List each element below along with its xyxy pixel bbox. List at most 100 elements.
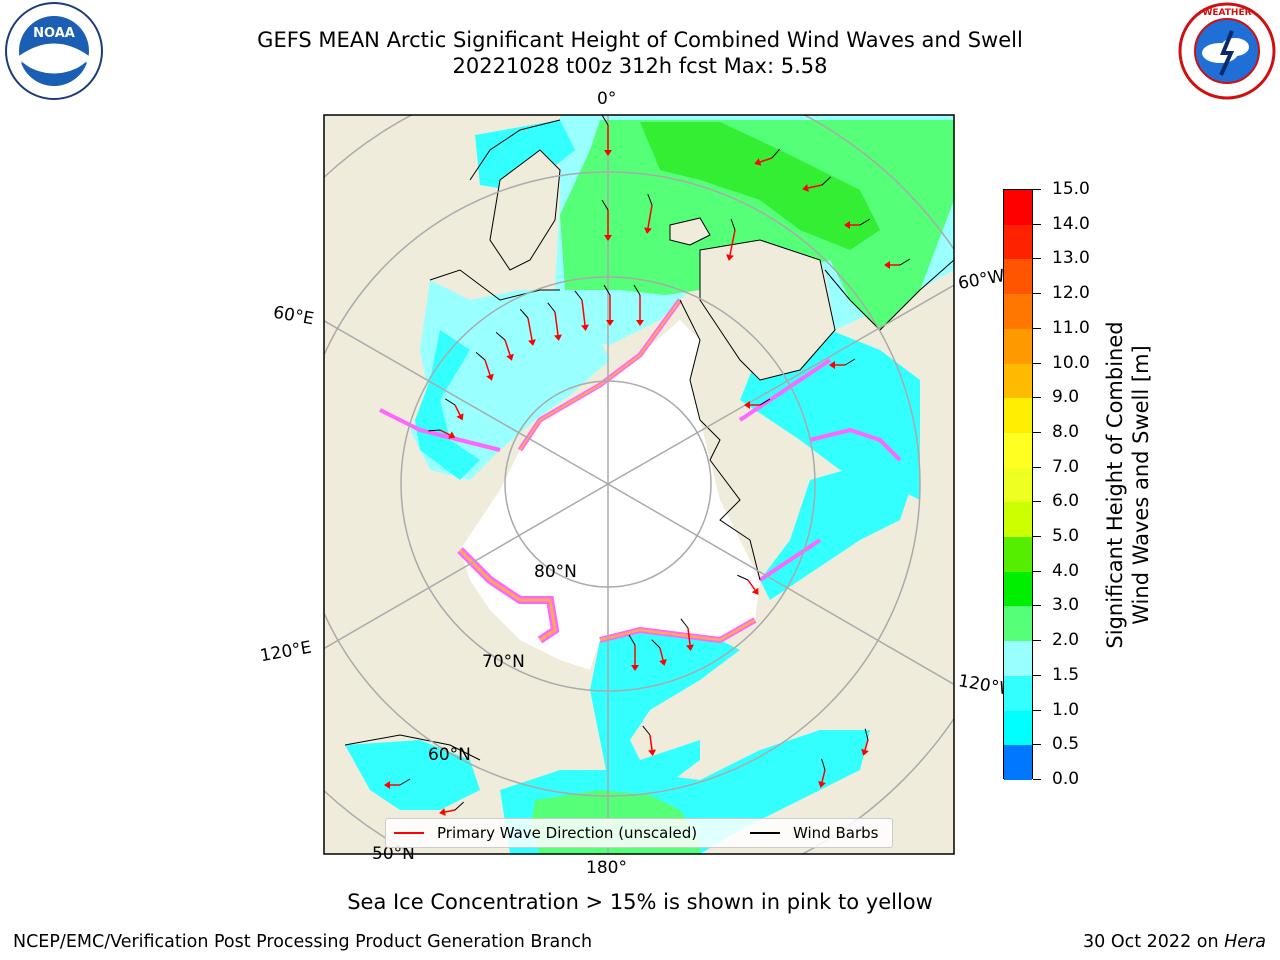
colorbar-tick — [1033, 744, 1041, 746]
wind-barb — [628, 634, 636, 646]
wave-direction-arrowhead — [456, 413, 464, 421]
ice-edge — [379, 408, 501, 452]
colorbar-segment — [1004, 328, 1032, 365]
wind-barb — [859, 218, 871, 226]
wind-barb — [730, 218, 736, 231]
wind-barb — [547, 302, 556, 313]
sea-ice — [460, 320, 760, 670]
footer-host: Hera — [1224, 932, 1266, 952]
footer-date: 30 Oct 2022 on Hera — [1083, 932, 1266, 952]
colorbar-segment — [1004, 432, 1032, 469]
wave-direction-arrow — [807, 184, 823, 189]
wind-barb — [651, 639, 661, 649]
colorbar-tick-label: 3.0 — [1052, 595, 1080, 616]
wind-barb — [601, 199, 609, 211]
wind-barb — [844, 358, 856, 366]
legend-barb-label: Wind Barbs — [793, 824, 879, 842]
wave-direction-arrow — [821, 769, 826, 783]
ocean-atlantic-high — [560, 120, 954, 330]
wave-direction-arrowhead — [818, 781, 826, 788]
colorbar-segment — [1004, 398, 1032, 434]
colorbar-tick-label: 14.0 — [1052, 213, 1090, 234]
colorbar-segment — [1004, 363, 1032, 399]
wave-direction-arrowhead — [844, 221, 850, 229]
colorbar-tick — [1033, 536, 1041, 538]
wind-barb — [601, 115, 609, 126]
wave-direction-arrow — [729, 229, 736, 256]
wind-barb — [771, 148, 780, 159]
ice-edge — [599, 618, 756, 642]
wave-direction-arrowhead — [659, 659, 667, 666]
ocean-barents-low — [415, 330, 480, 480]
scandinavia — [489, 149, 561, 271]
iceland — [669, 217, 711, 246]
wave-direction-arrow — [687, 627, 691, 646]
colorbar-tick — [1033, 466, 1041, 468]
wave-direction-arrowhead — [861, 748, 869, 756]
wave-direction-arrow — [649, 734, 653, 751]
colorbar-tick — [1033, 605, 1041, 607]
legend-wave-label: Primary Wave Direction (unscaled) — [437, 824, 698, 842]
wave-direction-arrowhead — [486, 373, 494, 381]
wind-barb — [864, 728, 869, 741]
footer-date-text: 30 Oct 2022 on — [1083, 932, 1225, 952]
wind-barb — [642, 725, 651, 736]
colorbar-tick — [1033, 293, 1041, 295]
lon-label-0: 0° — [597, 89, 617, 109]
colorbar-label-line2: Wind Waves and Swell [m] — [1129, 345, 1153, 625]
wave-direction-arrow — [527, 317, 533, 341]
colorbar-segment — [1004, 259, 1032, 295]
sea-ice-note: Sea Ice Concentration > 15% is shown in … — [347, 890, 933, 914]
ocean-baltic — [475, 120, 575, 190]
colorbar-tick-label: 8.0 — [1052, 421, 1080, 442]
wave-direction-arrow — [759, 157, 773, 163]
wind-barb — [821, 758, 826, 771]
svg-text:WEATHER: WEATHER — [1202, 8, 1251, 18]
colorbar-segment — [1004, 641, 1032, 677]
wave-direction-arrowhead — [884, 261, 890, 269]
wave-direction-arrow — [444, 809, 456, 813]
map-legend: Primary Wave Direction (unscaled) Wind B… — [385, 818, 893, 848]
wind-barb — [444, 398, 456, 406]
wind-barb — [633, 284, 641, 296]
wind-barb — [475, 352, 486, 361]
colorbar — [1003, 189, 1033, 781]
footer-branch: NCEP/EMC/Verification Post Processing Pr… — [13, 932, 593, 952]
colorbar-tick-label: 10.0 — [1052, 352, 1090, 373]
ice-edge — [738, 358, 832, 422]
lon-label-180: 180° — [586, 858, 627, 878]
colorbar-segment — [1004, 537, 1032, 573]
coastline — [679, 299, 761, 581]
legend-wave-line — [394, 832, 424, 834]
wind-barb — [399, 778, 411, 786]
colorbar-tick-label: 4.0 — [1052, 560, 1080, 581]
colorbar-tick — [1033, 501, 1041, 503]
wave-direction-arrowhead — [554, 334, 562, 341]
ocean-barents — [410, 280, 610, 480]
ice-edge — [758, 538, 822, 582]
lat-label-60n: 60°N — [428, 745, 471, 765]
wind-barb — [454, 801, 464, 811]
colorbar-tick-label: 9.0 — [1052, 387, 1080, 408]
wave-direction-arrow — [864, 739, 869, 751]
ice-edge — [809, 427, 902, 462]
coastline — [469, 119, 561, 181]
wave-direction-arrow — [554, 311, 559, 336]
colorbar-segment — [1004, 571, 1032, 607]
colorbar-tick — [1033, 258, 1041, 260]
colorbar-tick-label: 15.0 — [1052, 179, 1090, 199]
ocean-chukchi — [590, 630, 740, 790]
wave-direction-arrowhead — [506, 353, 514, 361]
colorbar-tick-label: 5.0 — [1052, 526, 1080, 547]
wind-barb — [495, 332, 506, 341]
wave-arrows — [384, 115, 911, 816]
ice-edge — [458, 548, 557, 642]
wave-direction-arrowhead — [606, 320, 614, 326]
colorbar-tick — [1033, 362, 1041, 364]
colorbar-tick-label: 11.0 — [1052, 317, 1090, 338]
wave-direction-arrowhead — [631, 665, 639, 671]
map-frame — [323, 114, 955, 855]
colorbar-tick — [1033, 779, 1041, 780]
wind-barb — [737, 574, 749, 581]
